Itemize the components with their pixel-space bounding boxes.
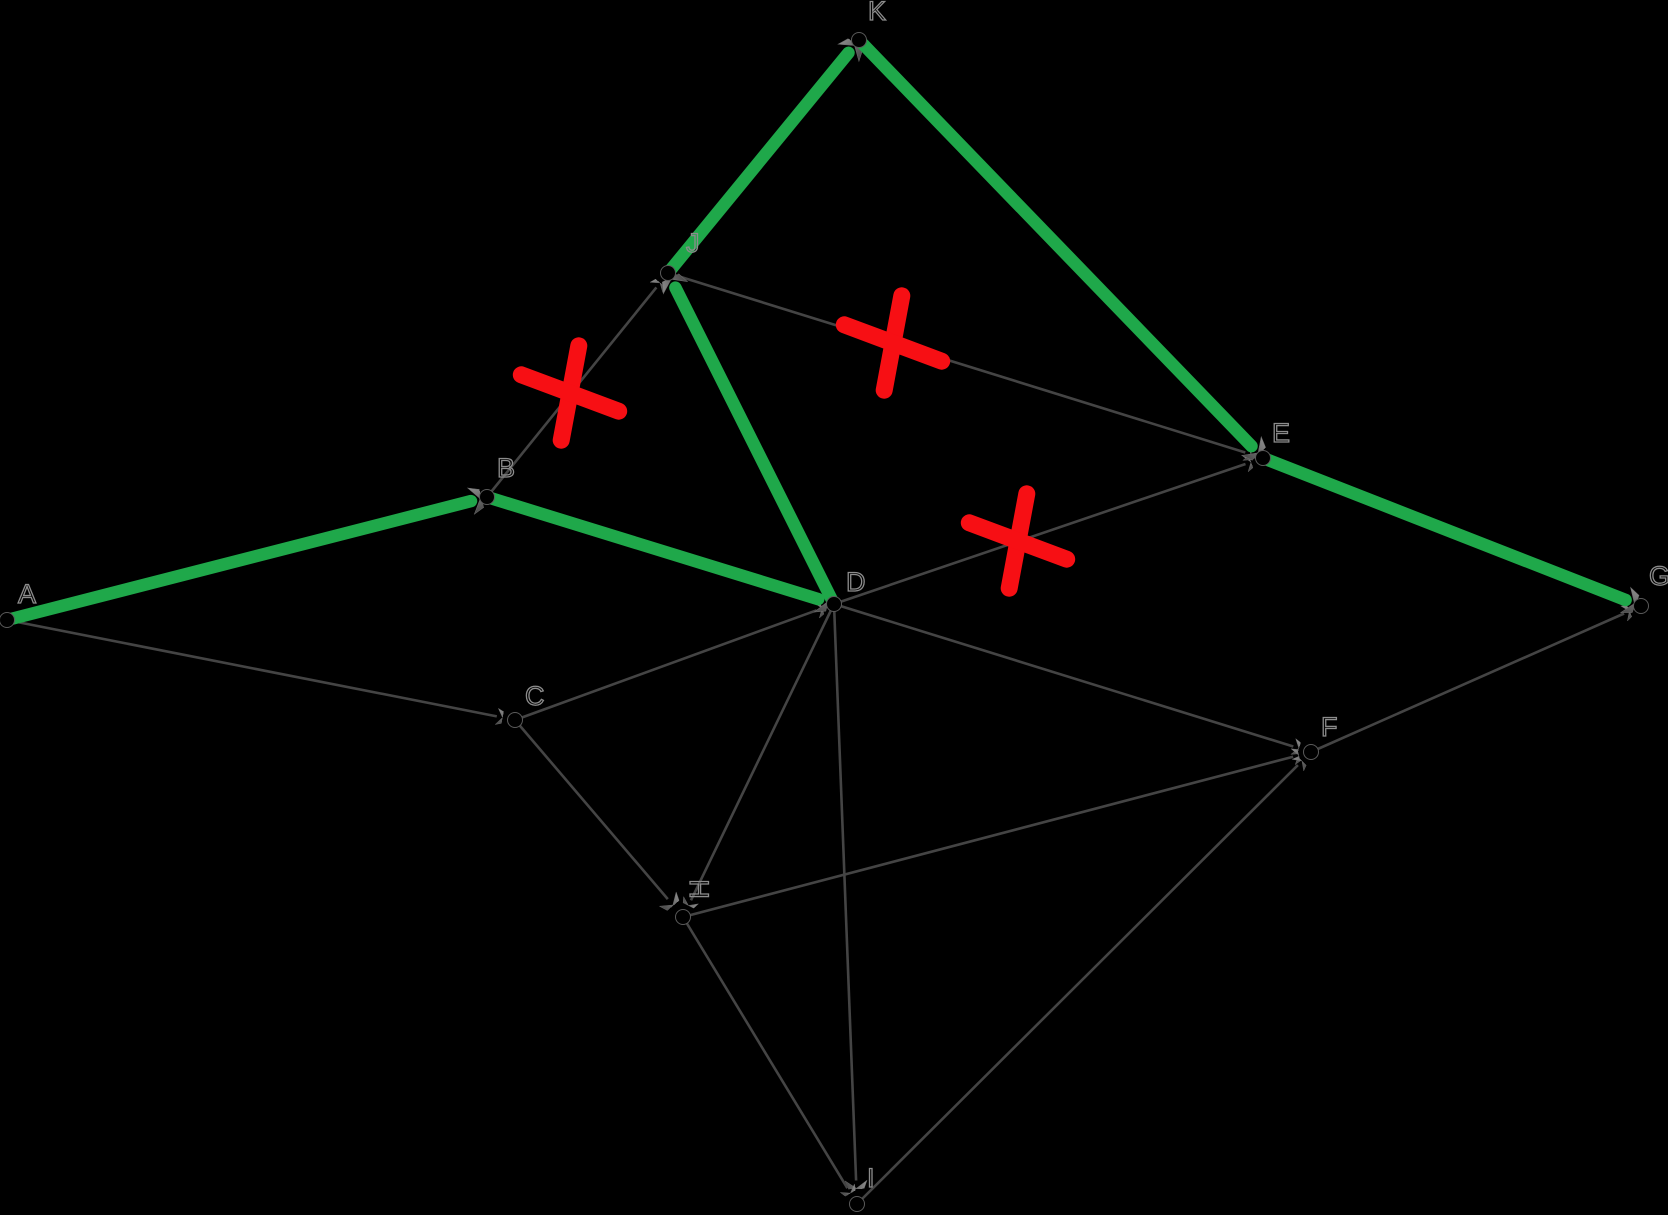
svg-text:E: E [1272,418,1290,448]
svg-text:K: K [868,0,886,26]
svg-text:D: D [846,567,866,597]
svg-text:H: H [684,879,714,899]
svg-text:A: A [18,579,36,609]
svg-text:I: I [867,1163,875,1193]
svg-text:B: B [497,453,515,483]
svg-text:G: G [1649,561,1668,591]
svg-text:J: J [686,228,700,258]
svg-text:F: F [1321,712,1338,742]
svg-text:C: C [525,681,545,711]
